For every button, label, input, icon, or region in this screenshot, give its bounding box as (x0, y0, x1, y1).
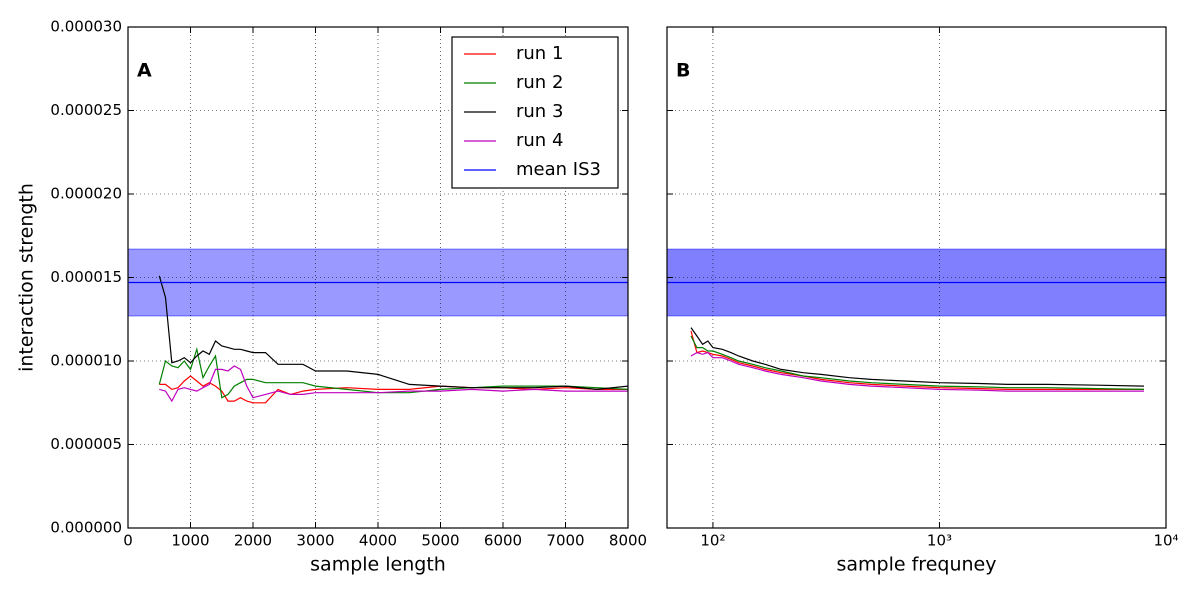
plot-frame (127, 26, 629, 529)
x-axis-label: sample length (310, 554, 446, 576)
x-tick-label: 1000 (171, 532, 209, 550)
y-axis-label: interaction strength (16, 183, 38, 372)
series-line (690, 330, 1144, 390)
y-tick-label: 0.000010 (50, 352, 122, 370)
panel-label: A (137, 60, 152, 82)
x-tick-label: 10² (700, 532, 725, 550)
x-tick-label: 10³ (927, 532, 952, 550)
legend-label: run 4 (516, 130, 563, 151)
x-tick-label: 8000 (609, 532, 647, 550)
legend-label: run 3 (516, 101, 563, 122)
x-tick-label: 4000 (359, 532, 397, 550)
series-line (690, 335, 1145, 390)
panel: 0.000000 0.000005 0.000010 0.000015 0.000020… (16, 18, 648, 576)
series-line (690, 351, 1144, 392)
legend-label: run 1 (516, 43, 563, 64)
series-line (159, 365, 628, 403)
plot-frame (666, 26, 1167, 529)
x-tick-label: 10⁴ (1153, 532, 1178, 550)
legend-label: run 2 (516, 72, 563, 93)
x-axis-label: sample frequney (837, 554, 997, 576)
x-tick-label: 2000 (234, 532, 272, 550)
legend: run 1 run 2 run 3 run 4 mean IS3 (451, 36, 619, 189)
y-tick-label: 0.000030 (50, 18, 122, 36)
series-line (158, 275, 628, 391)
x-tick-label: 5000 (421, 532, 459, 550)
y-tick-label: 0.000020 (50, 185, 122, 203)
x-tick-label: 3000 (296, 532, 334, 550)
x-tick-label: 6000 (484, 532, 522, 550)
y-tick-label: 0.000025 (50, 101, 122, 119)
x-tick-label: 7000 (546, 532, 584, 550)
y-tick-label: 0.000015 (50, 268, 122, 286)
series-line (690, 327, 1145, 387)
legend-label: mean IS3 (516, 159, 601, 180)
x-tick-label: 0 (123, 532, 133, 550)
y-tick-label: 0.000000 (50, 519, 122, 537)
y-tick-label: 0.000005 (50, 435, 122, 453)
panel-label: B (676, 60, 690, 82)
